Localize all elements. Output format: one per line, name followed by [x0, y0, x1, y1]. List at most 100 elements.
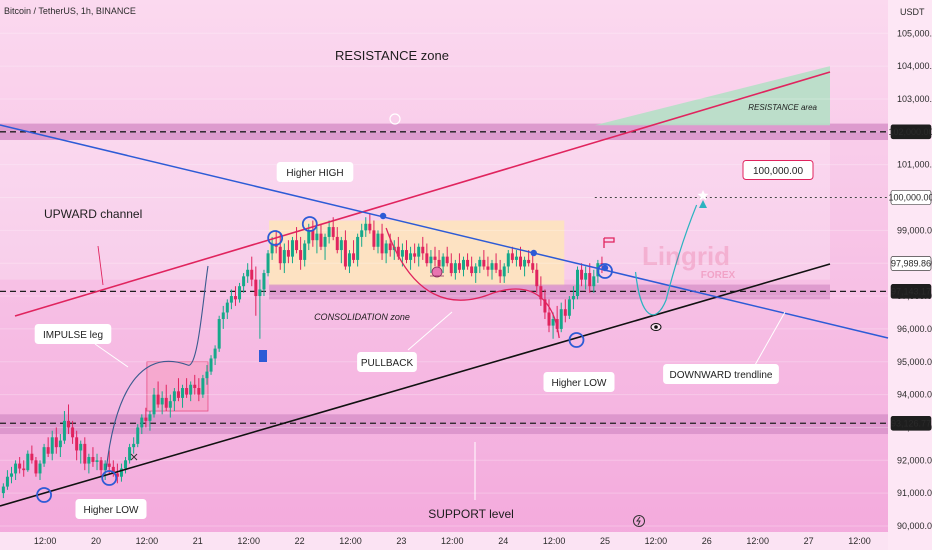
candle-body — [315, 233, 319, 241]
candle-body — [343, 240, 347, 267]
star-icon — [697, 190, 709, 201]
candle-body — [303, 243, 307, 260]
candle-body — [99, 460, 103, 471]
candle-body — [413, 253, 417, 257]
candle-body — [193, 384, 197, 389]
x-tick-label: 20 — [91, 536, 101, 546]
impulse-leg-label: IMPULSE leg — [43, 330, 103, 341]
price-badge[interactable] — [890, 284, 932, 299]
y-tick-label: 105,000.00 — [897, 28, 932, 38]
candle-body — [535, 269, 539, 287]
y-tick-label: 103,000.00 — [897, 94, 932, 104]
impulse-leg-label-box[interactable]: IMPULSE leg — [34, 324, 112, 344]
candle-body — [409, 253, 413, 260]
candle-body — [14, 463, 18, 474]
candle-body — [539, 286, 543, 300]
candle-body — [543, 299, 547, 313]
candle-body — [1, 486, 5, 494]
candle-body — [54, 437, 58, 448]
price-badge[interactable] — [890, 190, 932, 205]
swing-point-marker[interactable] — [301, 216, 318, 232]
candle-body — [238, 286, 242, 300]
x-tick-label: 22 — [295, 536, 305, 546]
x-tick-label: 12:00 — [645, 536, 668, 546]
candle-body — [299, 250, 303, 260]
candle-body — [580, 269, 584, 280]
higher-high-label-box[interactable]: Higher HIGH — [276, 162, 354, 182]
candle-body — [364, 223, 368, 231]
candle-body — [189, 384, 193, 395]
y-tick-label: 92,000.00 — [897, 455, 932, 465]
price-badge-label: 100,000.00 — [888, 193, 932, 203]
candle-body — [172, 391, 176, 402]
candle-body — [421, 246, 425, 254]
candle-body — [107, 463, 111, 467]
trendline-touch-dot — [379, 212, 387, 220]
resistance-area-label: RESISTANCE area — [748, 103, 817, 112]
candle-body — [592, 276, 596, 287]
watermark-name: Lingrid — [642, 241, 730, 271]
higher-low-label-2: Higher LOW — [551, 378, 607, 389]
y-tick-label: 101,000.00 — [897, 160, 932, 170]
price-axis-background[interactable] — [888, 0, 932, 550]
candle-body — [124, 460, 128, 469]
price-badge-label: 102,000.00 — [888, 127, 932, 137]
candle-body — [242, 276, 246, 287]
candle-body — [449, 263, 453, 274]
candle-body — [555, 319, 559, 329]
impulse-leg-label-bg — [34, 324, 112, 344]
candle-body — [588, 273, 592, 287]
candle-body — [563, 309, 567, 316]
swing-point-marker[interactable] — [101, 470, 118, 486]
pullback-label: PULLBACK — [361, 358, 414, 369]
candle-body — [22, 468, 26, 471]
higher-low-label-2-box[interactable]: Higher LOW — [543, 372, 615, 392]
candle-body — [201, 378, 205, 395]
candle-body — [519, 256, 523, 267]
candle-body — [140, 417, 144, 428]
candle-body — [360, 230, 364, 237]
candle-body — [441, 256, 445, 267]
candle-body — [197, 388, 201, 395]
price-badge[interactable] — [890, 415, 932, 431]
candle-body — [368, 223, 372, 231]
candle-body — [148, 414, 152, 421]
candle-body — [38, 463, 42, 474]
candle-body — [185, 388, 189, 395]
price-badge[interactable] — [890, 256, 932, 271]
higher-high-label-bg — [276, 162, 354, 182]
candle-body — [445, 256, 449, 264]
swing-point-marker[interactable] — [267, 230, 284, 246]
time-axis-background[interactable] — [0, 532, 888, 550]
candle-body — [474, 266, 478, 274]
swing-point-marker[interactable] — [597, 263, 613, 279]
candle-body — [498, 269, 502, 277]
candle-body — [58, 440, 62, 448]
currency-label: USDT — [900, 7, 925, 17]
swing-point-marker[interactable] — [568, 332, 585, 348]
support-level-band — [0, 414, 888, 435]
candle-body — [339, 240, 343, 251]
candle-body — [258, 289, 262, 297]
pullback-path — [385, 227, 560, 339]
x-tick-label: 27 — [804, 536, 814, 546]
candle-body — [531, 263, 535, 270]
target-100k-label-box[interactable]: 100,000.00 — [742, 160, 814, 180]
higher-high-label: Higher HIGH — [286, 168, 343, 179]
higher-low-label-1-box[interactable]: Higher LOW — [75, 499, 147, 519]
swing-point-marker[interactable] — [36, 487, 52, 503]
x-tick-label: 12:00 — [848, 536, 871, 546]
down-arrow-circle-icon — [389, 113, 401, 125]
downward-trendline-label-box[interactable]: DOWNWARD trendline — [663, 364, 779, 384]
lightning-icon[interactable] — [633, 515, 645, 527]
candle-body — [30, 453, 34, 461]
label-pointer — [97, 245, 104, 286]
x-tick-label: 12:00 — [441, 536, 464, 546]
price-badge[interactable] — [890, 124, 932, 140]
upward-channel-lower-line — [0, 263, 831, 507]
candle-body — [91, 457, 95, 462]
candle-body — [551, 319, 555, 326]
pullback-label-box[interactable]: PULLBACK — [357, 352, 417, 372]
candle-body — [396, 246, 400, 257]
candle-body — [400, 250, 404, 257]
